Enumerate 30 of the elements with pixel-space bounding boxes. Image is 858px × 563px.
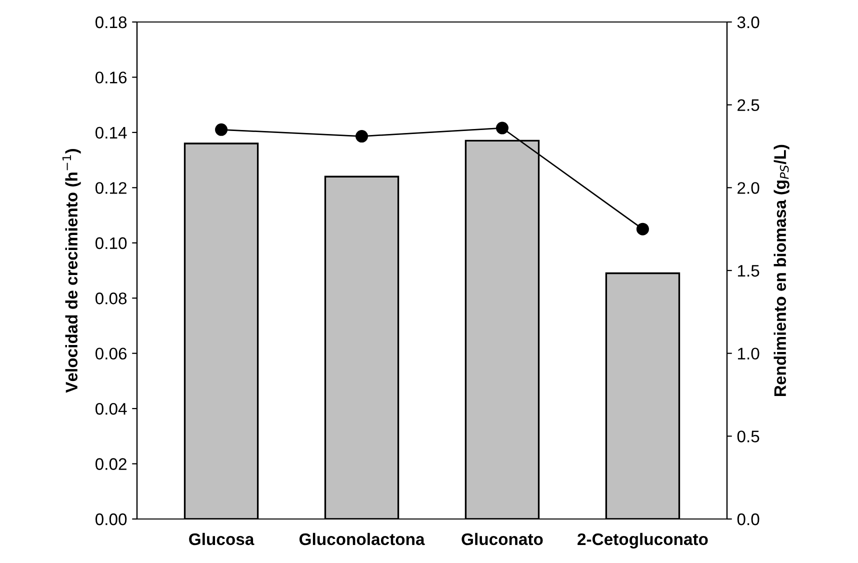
point — [496, 122, 508, 134]
bar — [184, 142, 259, 519]
y-tick-label: 0.08 — [95, 292, 127, 304]
point — [636, 222, 649, 236]
y-tick-label: 0.02 — [95, 458, 126, 470]
x-tick-label: 2-Cetogluconato — [578, 532, 708, 548]
y2-tick-label: 3.0 — [737, 16, 760, 28]
point — [356, 130, 368, 143]
y-tick-label: 0.18 — [95, 16, 127, 28]
x-tick-label: Gluconato — [462, 532, 543, 546]
y2-tick-label: 2.5 — [738, 99, 760, 112]
x-tick-label: Glucosa — [189, 532, 254, 546]
y-tick-label: 0.16 — [95, 72, 127, 84]
y-tick-label: 0.00 — [95, 513, 127, 526]
y-axis-title: Velocidad de crecimiento (h$^{−1}$) — [62, 149, 81, 393]
y2-tick-label: 1.5 — [738, 265, 760, 277]
y2-tick-label: 2.0 — [738, 182, 760, 194]
y2-tick-label: 1.0 — [738, 348, 760, 360]
y-tick-label: 0.10 — [95, 237, 127, 250]
y-tick-label: 0.04 — [95, 402, 127, 415]
y-tick-label: 0.12 — [95, 182, 126, 194]
y-tick-label: 0.14 — [95, 126, 127, 139]
y2-tick-label: 0.0 — [737, 513, 760, 526]
bar — [324, 176, 400, 519]
point — [215, 123, 228, 136]
y2-axis-title: Rendimiento en biomasa (g$_{PS}$/L) — [774, 144, 790, 396]
y2-tick-label: 0.5 — [737, 430, 760, 442]
bar — [605, 272, 680, 519]
y-tick-label: 0.06 — [95, 348, 127, 360]
x-tick-label: Gluconolactona — [299, 532, 425, 546]
